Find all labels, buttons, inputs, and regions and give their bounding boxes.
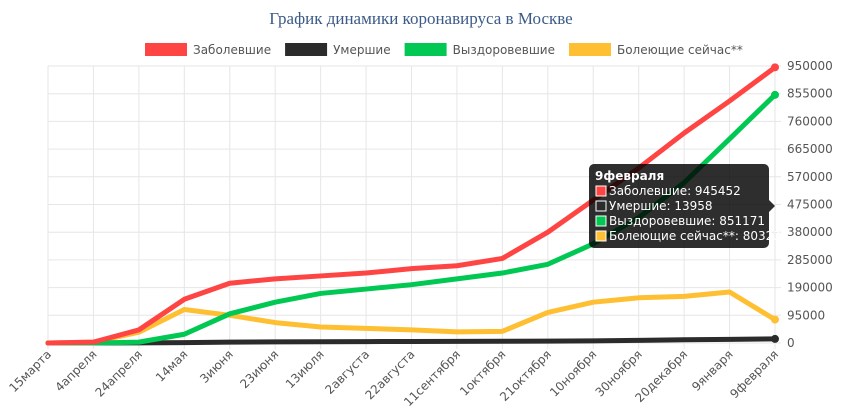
legend-swatch[interactable] [568,43,611,56]
tooltip-item: Болеющие сейчас**: 80323 [609,229,781,243]
tooltip-swatch [595,215,607,227]
legend-swatch[interactable] [404,43,447,56]
tooltip-caret [769,200,775,212]
x-tick-label: 23июня [237,347,281,391]
x-tick-label: 13июля [283,347,327,391]
y-tick-label: 285000 [787,253,833,267]
y-tick-label: 380000 [787,225,833,239]
x-tick-label: 9февраля [727,347,781,401]
series-line [45,289,778,346]
legend-swatch[interactable] [285,43,328,56]
x-tick-label: 3июня [197,347,236,386]
legend-swatch[interactable] [145,43,187,56]
y-tick-label: 95000 [787,308,825,322]
x-tick-label: 24апреля [92,347,145,400]
tooltip-box [589,164,769,248]
tooltip-swatch [595,185,607,197]
y-tick-label: 760000 [787,114,833,128]
x-tick-label: 14мая [153,347,190,384]
y-tick-label: 665000 [787,142,833,156]
y-tick-label: 475000 [787,198,833,212]
x-tick-label: 4апреля [52,347,99,394]
legend-label[interactable]: Болеющие сейчас** [617,43,743,57]
y-tick-label: 855000 [787,87,833,101]
point [771,90,779,99]
x-tick-label: 15марта [6,347,54,395]
point [771,315,779,324]
y-tick-label: 190000 [787,281,833,295]
point [771,334,779,343]
tooltip-swatch [595,230,607,242]
legend-label[interactable]: Выздоровевшие [453,43,555,57]
tooltip-item: Выздоровевшие: 851171 [609,214,765,228]
chart-title: График динамики коронавируса в Москве [269,9,572,28]
series-line [45,336,778,346]
tooltip-swatch [595,200,607,212]
y-tick-label: 0 [787,336,795,350]
x-tick-label: 9января [689,347,736,394]
x-tick-label: 10ноября [547,347,599,399]
legend-label[interactable]: Умершие [333,43,391,57]
tooltip-item: Умершие: 13958 [609,199,713,213]
tooltip-title: 9февраля [595,169,664,183]
point [771,63,779,72]
legend-label[interactable]: Заболевшие [193,43,271,57]
y-tick-label: 950000 [787,59,833,73]
y-tick-label: 570000 [787,170,833,184]
series-line [45,64,778,346]
tooltip-item: Заболевшие: 945452 [609,184,741,198]
